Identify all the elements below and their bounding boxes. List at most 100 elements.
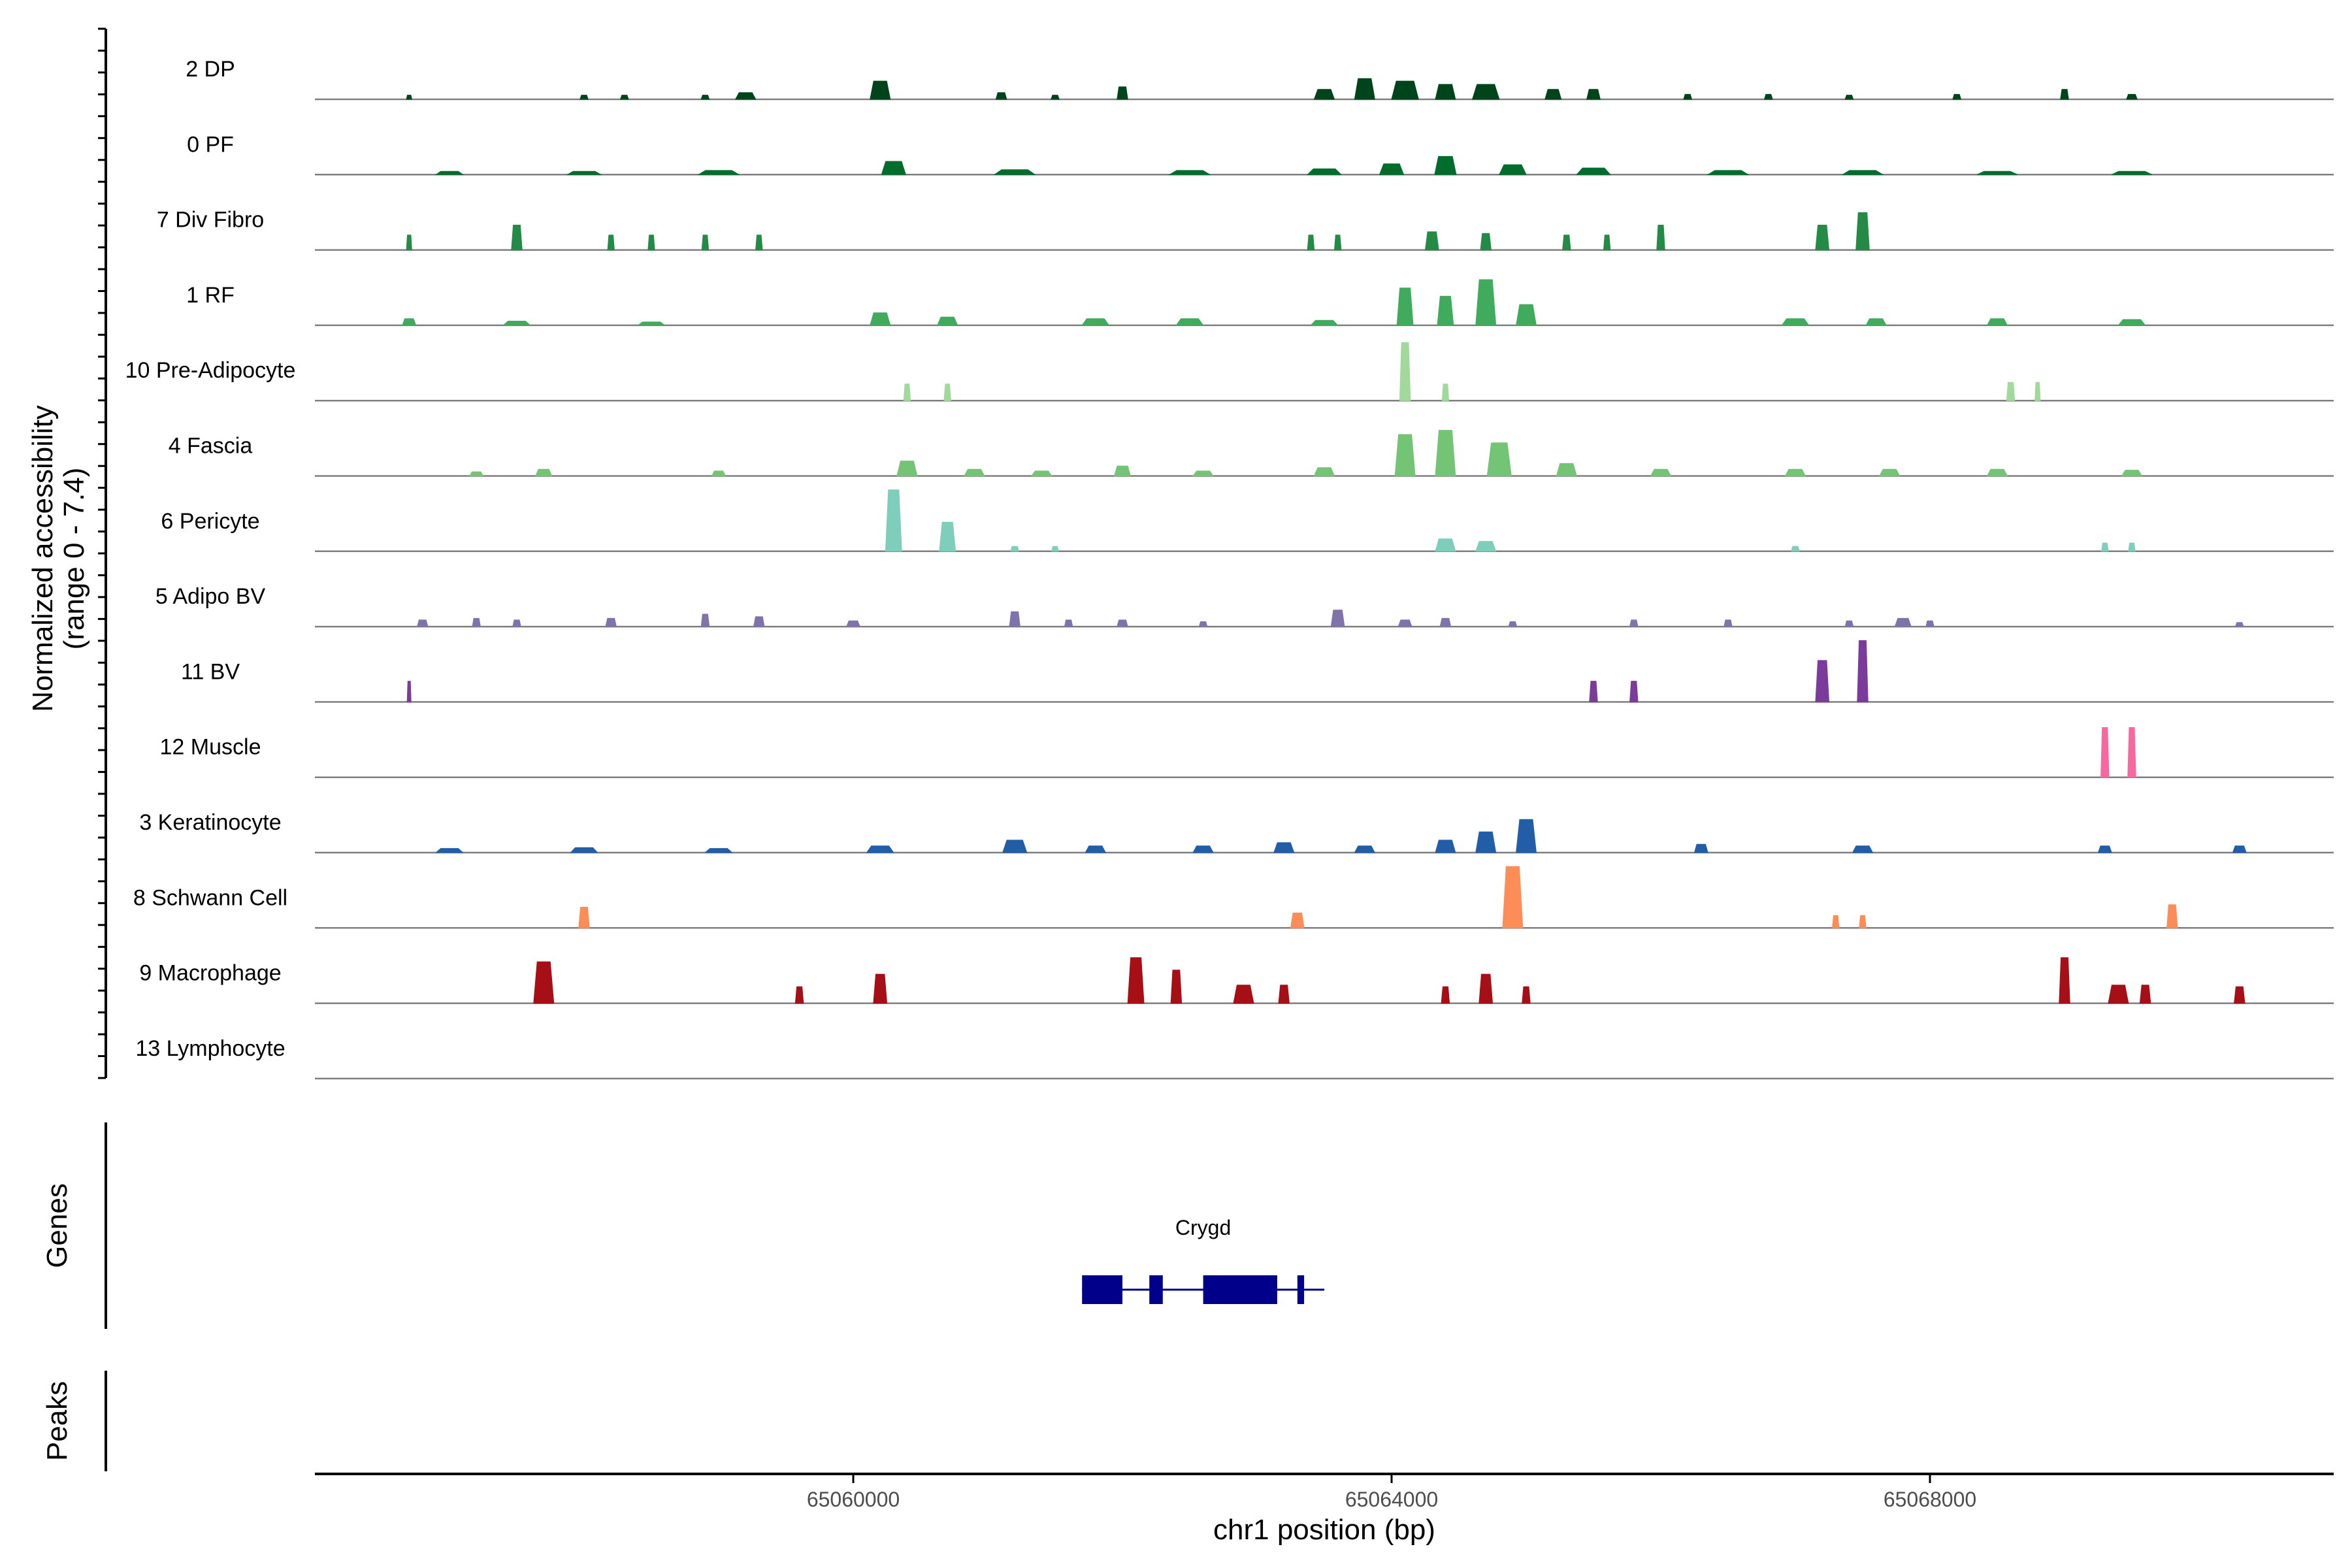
accessibility-peak — [1650, 468, 1672, 476]
accessibility-peak — [1589, 681, 1598, 702]
accessibility-peak — [2232, 845, 2247, 853]
accessibility-peak — [1030, 470, 1053, 476]
y-axis-title-line2: (range 0 - 7.4) — [58, 468, 90, 650]
accessibility-peak — [1815, 660, 1830, 702]
accessibility-peak — [1198, 621, 1208, 627]
accessibility-peak — [2234, 986, 2246, 1004]
genes-panel: Genes Crygd — [41, 1122, 1324, 1329]
accessibility-peak — [1522, 986, 1531, 1004]
accessibility-peak — [535, 468, 553, 476]
accessibility-peak — [1127, 957, 1145, 1004]
accessibility-peak — [1986, 468, 2008, 476]
accessibility-peak — [619, 95, 629, 100]
accessibility-peak — [1976, 171, 2018, 175]
accessibility-peak — [1502, 866, 1524, 928]
accessibility-peak — [866, 845, 894, 853]
accessibility-peak — [885, 489, 902, 552]
accessibility-peak — [794, 986, 804, 1004]
accessibility-peak — [472, 617, 481, 627]
track-label: 1 RF — [186, 283, 235, 308]
accessibility-peak — [1175, 318, 1204, 326]
accessibility-peak — [1629, 681, 1639, 702]
accessibility-peak — [1435, 430, 1456, 476]
accessibility-peak — [1857, 640, 1869, 702]
track-5: 10 Pre-Adipocyte — [125, 342, 2334, 402]
accessibility-peak — [2060, 89, 2069, 100]
accessibility-peak — [700, 613, 710, 627]
accessibility-peak — [1396, 287, 1414, 326]
accessibility-peak — [1441, 986, 1450, 1004]
accessibility-peak — [1859, 915, 1867, 928]
track-label: 10 Pre-Adipocyte — [125, 358, 296, 383]
accessibility-peak — [1170, 970, 1183, 1004]
accessibility-peak — [1986, 318, 2008, 326]
accessibility-peak — [1399, 342, 1411, 401]
accessibility-peak — [1313, 89, 1335, 100]
accessibility-peak — [755, 235, 763, 251]
genes-panel-label: Genes — [41, 1183, 73, 1268]
track-10: 12 Muscle — [160, 727, 2334, 778]
gene-model: Crygd — [1082, 1216, 1324, 1304]
accessibility-peak — [1009, 611, 1021, 627]
track-label: 13 Lymphocyte — [135, 1036, 285, 1061]
accessibility-peak — [1499, 164, 1527, 175]
track-label: 5 Adipo BV — [155, 584, 266, 609]
accessibility-peak — [1852, 845, 1874, 853]
gene-label: Crygd — [1175, 1216, 1231, 1239]
accessibility-peak — [2059, 957, 2070, 1004]
track-1: 2 DP — [186, 57, 2334, 101]
accessibility-peak — [896, 461, 918, 476]
accessibility-peak — [1434, 155, 1457, 175]
track-4: 1 RF — [186, 279, 2334, 327]
accessibility-peak — [605, 617, 617, 627]
accessibility-peak — [1763, 93, 1773, 100]
track-label: 3 Keratinocyte — [139, 810, 281, 835]
accessibility-peak — [1844, 620, 1854, 627]
accessibility-peak — [964, 468, 985, 476]
accessibility-peak — [1815, 225, 1830, 251]
accessibility-peak — [1085, 845, 1107, 853]
track-label: 12 Muscle — [160, 735, 261, 760]
accessibility-peak — [881, 161, 906, 175]
track-label: 2 DP — [186, 57, 235, 82]
accessibility-peak — [1394, 434, 1416, 476]
x-tick-label: 65060000 — [807, 1488, 900, 1511]
accessibility-peak — [647, 235, 655, 251]
accessibility-peak — [533, 961, 555, 1004]
accessibility-peak — [1313, 467, 1335, 476]
accessibility-peak — [1707, 170, 1750, 175]
accessibility-peak — [1952, 93, 1962, 100]
accessibility-peak — [1192, 845, 1214, 853]
accessibility-peak — [2128, 542, 2136, 552]
accessibility-peak — [1002, 840, 1028, 853]
accessibility-peak — [1480, 233, 1492, 251]
accessibility-peak — [1723, 619, 1733, 627]
accessibility-peak — [1544, 89, 1562, 100]
accessibility-peak — [1471, 84, 1500, 100]
accessibility-peak — [1278, 985, 1290, 1004]
accessibility-peak — [1081, 318, 1110, 326]
accessibility-peak — [1051, 546, 1059, 552]
accessibility-peak — [2139, 985, 2151, 1004]
accessibility-peak — [1878, 468, 1901, 476]
accessibility-peak — [2101, 542, 2109, 552]
accessibility-peak — [1791, 546, 1800, 552]
gene-exon — [1082, 1275, 1122, 1304]
accessibility-peak — [1117, 619, 1128, 627]
accessibility-peak — [1603, 235, 1611, 251]
track-6: 4 Fascia — [169, 430, 2334, 477]
accessibility-peak — [1784, 468, 1806, 476]
accessibility-peak — [697, 170, 740, 175]
accessibility-peak — [870, 312, 891, 326]
accessibility-peak — [512, 619, 521, 627]
accessibility-peak — [1508, 621, 1518, 627]
accessibility-peak — [1051, 95, 1060, 100]
accessibility-peak — [1010, 546, 1020, 552]
accessibility-peak — [406, 681, 412, 702]
track-label: 0 PF — [187, 132, 234, 157]
accessibility-peak — [1307, 235, 1315, 251]
accessibility-peak — [939, 521, 956, 552]
accessibility-peak — [1478, 973, 1494, 1004]
accessibility-peak — [903, 384, 911, 401]
accessibility-peak — [704, 848, 733, 853]
